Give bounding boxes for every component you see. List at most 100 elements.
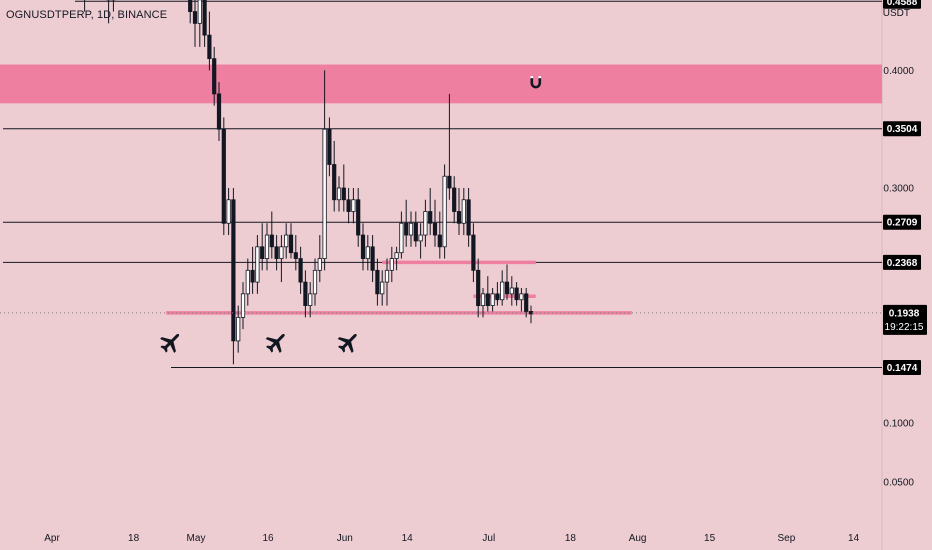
bar-countdown: 19:22:15 <box>885 322 924 333</box>
candle <box>418 223 423 259</box>
candle <box>490 287 495 312</box>
candle-body <box>375 269 380 295</box>
candle <box>432 199 438 247</box>
candle <box>236 305 241 353</box>
candle <box>370 235 375 283</box>
level-tag-label: 0.2709 <box>887 218 918 229</box>
x-tick-label: 18 <box>128 533 140 544</box>
candle <box>485 276 490 312</box>
x-tick-label: May <box>187 533 206 544</box>
candle <box>245 258 250 306</box>
candle <box>332 140 337 212</box>
candle <box>423 199 428 247</box>
candle-body <box>480 293 486 306</box>
candle-body <box>216 93 222 130</box>
candle <box>351 188 356 224</box>
candle-body <box>524 293 529 312</box>
candle-body <box>303 281 308 306</box>
candle-body <box>471 234 476 271</box>
candle <box>274 235 279 271</box>
x-tick-label: Apr <box>44 533 60 544</box>
candle-body <box>188 0 193 12</box>
candle <box>231 188 236 365</box>
candle <box>509 276 514 306</box>
resistance-zone <box>0 64 882 104</box>
candle <box>336 176 342 212</box>
candle-body <box>327 128 332 165</box>
candle <box>437 211 442 259</box>
candle-body <box>437 234 442 248</box>
candle-body <box>365 246 370 259</box>
candle <box>413 211 418 247</box>
candle <box>476 258 481 318</box>
candle <box>519 287 524 312</box>
candle <box>500 270 505 306</box>
candle-body <box>236 316 241 342</box>
candle-body <box>293 252 298 259</box>
candle-body <box>284 234 289 248</box>
candle-body <box>360 234 366 259</box>
candle-body <box>351 199 356 212</box>
candle-body <box>288 234 294 254</box>
candle <box>250 246 255 294</box>
candle <box>216 82 222 141</box>
candle <box>240 282 246 330</box>
candle-body <box>442 175 447 248</box>
airplane-shape <box>160 333 180 354</box>
candle <box>389 246 394 283</box>
candle <box>106 0 111 24</box>
y-tick-label: 0.4000 <box>883 66 914 77</box>
x-tick-label: 14 <box>848 533 860 544</box>
candle-body <box>226 199 231 224</box>
candle-body <box>384 269 390 283</box>
candle <box>365 235 370 271</box>
candle-body <box>456 211 462 224</box>
candle <box>226 188 231 236</box>
candle <box>207 11 212 71</box>
candle <box>312 258 318 306</box>
x-tick-label: Jun <box>337 533 353 544</box>
candle <box>317 235 322 283</box>
candle-body <box>504 281 510 295</box>
airplane-icon <box>265 333 285 354</box>
candle <box>322 70 327 271</box>
candle-body <box>250 269 255 283</box>
exchange-label: BINANCE <box>117 9 168 21</box>
candle <box>341 164 346 212</box>
candle-body <box>394 252 399 259</box>
candle <box>202 0 207 47</box>
candle-body <box>485 293 490 306</box>
candle-body <box>255 246 260 283</box>
candle-body <box>207 34 212 60</box>
candle <box>327 117 332 177</box>
candle-body <box>346 199 351 212</box>
candle <box>466 188 471 247</box>
candle-body <box>370 246 375 271</box>
candle <box>384 258 390 306</box>
candle-body <box>447 175 452 189</box>
candle-body <box>399 222 404 254</box>
candle-body <box>509 287 514 295</box>
symbol-legend: OGNUSDTPERP, 1D, BINANCE <box>6 9 168 21</box>
airplane-icon <box>160 333 180 354</box>
interval-label: 1D <box>96 9 112 21</box>
candle <box>308 282 313 318</box>
level-tag <box>883 0 921 9</box>
currency-label: USDT <box>882 8 910 19</box>
candle-body <box>380 281 385 295</box>
candle <box>461 188 466 236</box>
candle <box>303 270 308 318</box>
candle-body <box>336 187 342 201</box>
candle <box>192 0 198 47</box>
level-tag-label: 0.2368 <box>887 258 918 269</box>
candle <box>288 223 294 259</box>
candle <box>212 46 217 106</box>
magnet-body <box>530 77 542 89</box>
x-tick-label: Jul <box>482 533 495 544</box>
candle-body <box>466 199 471 236</box>
candle <box>188 0 193 24</box>
candle <box>360 223 366 271</box>
level-tag-label: 0.1474 <box>887 363 918 374</box>
